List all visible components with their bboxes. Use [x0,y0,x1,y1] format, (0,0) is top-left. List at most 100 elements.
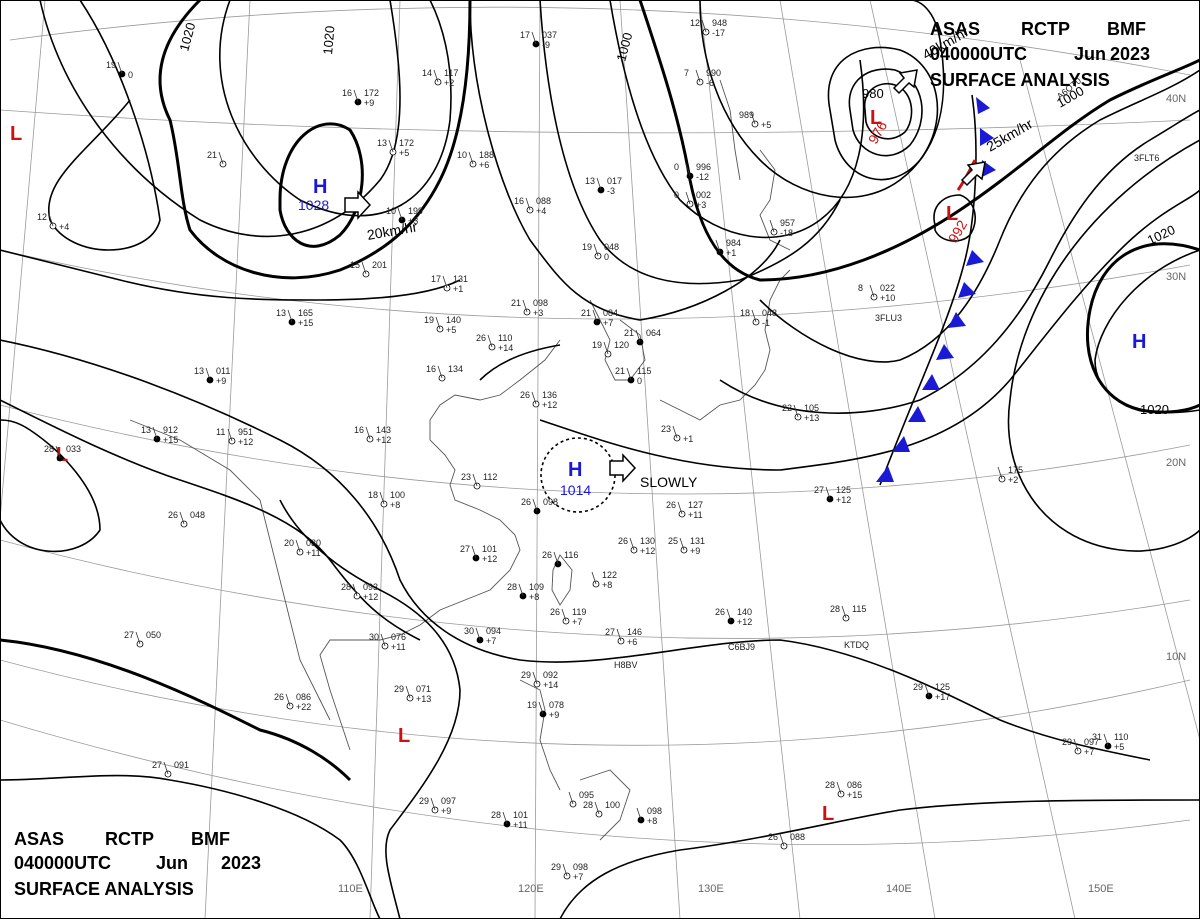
wind-barb [750,111,756,125]
station-temperature: 30 [464,626,474,636]
station-plot: 27 091 [152,760,189,778]
station-plot: 29 071+13 [394,684,431,704]
station-temperature: 17 [520,30,530,40]
station-temperature: 27 [460,544,470,554]
wind-barb [591,571,597,585]
station-plot: 26 110+14 [476,333,513,353]
station-temperature: 8 [858,283,863,293]
station-plot: 0 002+3 [674,190,711,210]
station-pressure: 048 [604,242,619,252]
station-plot: 984+1 [715,238,741,258]
station-temperature: 13 [194,366,204,376]
wind-barb [518,583,524,597]
wind-barb [475,627,481,641]
high-center-letter: H [313,176,327,198]
station-tendency: +1 [453,284,463,294]
station-tendency: +1 [726,248,736,258]
station-plot: 26 088 [768,832,805,850]
coast-japan [659,269,791,421]
station-pressure: 086 [296,692,311,702]
wind-barb [751,309,757,323]
header-code: BMF [191,829,230,849]
station-tendency: 0 [604,252,609,262]
parallel-5n [0,719,1191,846]
wind-barb [997,466,1003,480]
motion-arrow-icon [344,190,372,220]
wind-barb [285,693,291,707]
header-code: BMF [1107,19,1146,39]
station-temperature: 29 [419,796,429,806]
lat-label: 30N [1166,271,1186,283]
header-month: Jun [1074,44,1106,64]
station-tendency: +8 [602,580,612,590]
isobar [539,0,841,285]
station-plot: 26 140+12 [715,607,752,627]
station-temperature: 19 [106,60,116,70]
header-station: RCTP [105,829,154,849]
station-plot: 30 094+7 [464,626,501,646]
header-title: SURFACE ANALYSIS [14,879,194,899]
front-triangle [876,466,894,482]
station-plot: 7 990-6 [684,68,721,88]
station-tendency: -3 [607,186,615,196]
front-triangle [958,282,976,298]
wind-barb [430,797,436,811]
isobar [609,0,865,239]
station-tendency: +7 [573,872,583,882]
station-temperature: 21 [615,366,625,376]
cold-front [876,94,996,486]
station-pressure: 088 [790,832,805,842]
parallel-15n [0,539,1191,639]
station-temperature: 13 [276,308,286,318]
station-pressure: 199 [408,206,423,216]
isobar-1020-high [278,122,364,248]
station-temperature: 29 [551,862,561,872]
station-plot: 28 100 [583,800,620,818]
station-pressure: 951 [238,427,253,437]
station-pressure: 110 [498,333,512,343]
header-year: 2023 [221,853,261,873]
station-plot: 13 912+15 [141,425,178,445]
station-plot: 095 [568,790,594,808]
station-plot: 19 120 [592,340,629,358]
station-plot: 19 140+5 [424,315,461,335]
station-pressure: 037 [542,30,557,40]
front-triangle [976,97,990,114]
station-pressure: 093 [363,582,378,592]
isobar [0,419,101,553]
station-temperature: 11 [216,427,225,437]
station-tendency: +13 [804,413,819,423]
meridian-135e [779,0,936,919]
station-tendency: +22 [296,702,311,712]
station-pressure: 119 [572,607,586,617]
station-tendency: +12 [482,554,497,564]
station-pressure: 092 [543,670,558,680]
wind-barb [287,309,293,323]
station-plot: 13 011+9 [194,366,230,386]
station-plot: 27 050 [124,630,161,648]
wind-barb [353,89,359,103]
station-tendency: +5 [1114,742,1124,752]
isobar [0,249,461,301]
meridian-130e [699,0,801,919]
station-temperature: 10 [386,206,396,216]
station-pressure: 165 [298,308,313,318]
parallel-35n [0,109,1191,134]
wind-barb [635,329,641,343]
station-pressure: 002 [696,190,711,200]
station-tendency: +8 [390,500,400,510]
wind-barb [701,19,707,33]
wind-barb [468,151,474,165]
station-tendency: +12 [640,546,655,556]
header-title: SURFACE ANALYSIS [930,70,1110,90]
station-plot: 19 0 [106,60,133,80]
station-pressure: 188 [479,150,494,160]
station-temperature: 26 [542,550,552,560]
station-temperature: 19 [582,242,592,252]
station-plot: 28 086+15 [825,780,862,800]
station-tendency: +5 [446,325,456,335]
station-pressure: 084 [603,308,618,318]
wind-barb [352,583,358,597]
